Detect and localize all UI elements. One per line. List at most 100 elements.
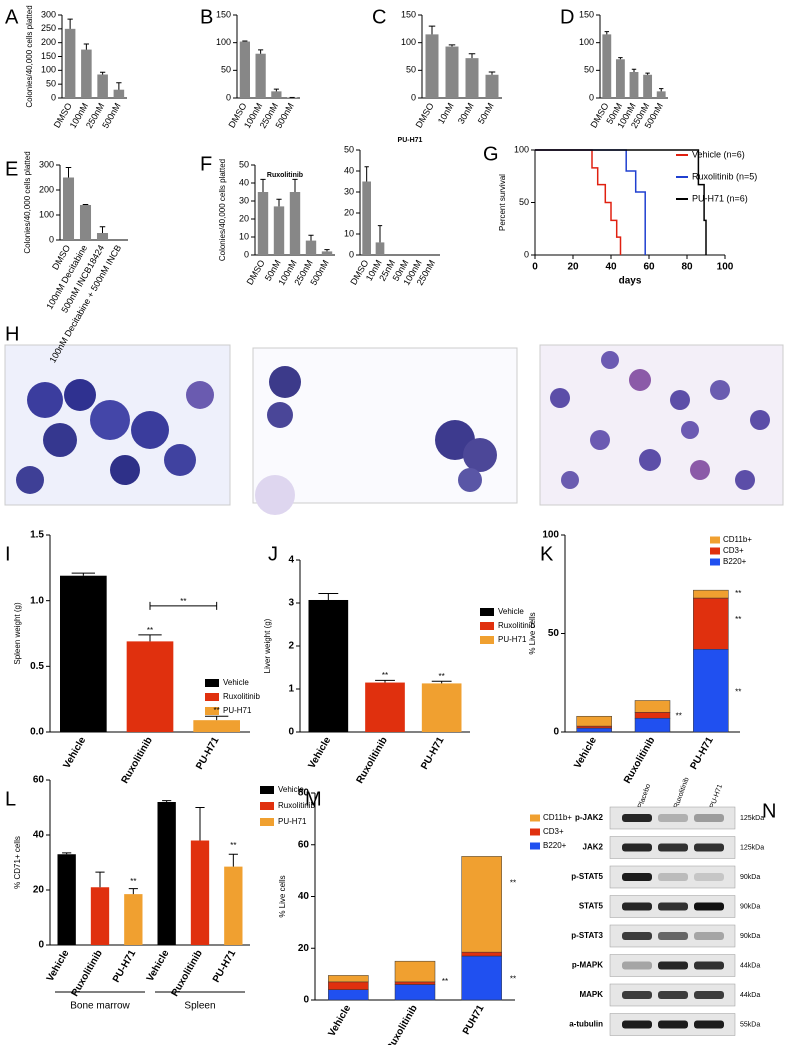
annotation: ** bbox=[180, 597, 186, 606]
x-tick-label: PU-H71 bbox=[419, 735, 447, 772]
y-tick-label: 100 bbox=[579, 37, 594, 47]
y-tick-label: 40 bbox=[33, 830, 45, 841]
x-tick-label: Vehicle bbox=[572, 735, 599, 771]
band bbox=[694, 873, 724, 881]
bar bbox=[273, 206, 285, 255]
error-bar bbox=[95, 871, 105, 888]
annotation: ** bbox=[382, 671, 388, 680]
annotation: ** bbox=[147, 626, 153, 635]
legend-swatch bbox=[530, 814, 540, 822]
y-axis-label: Colonies/40,000 cells platted bbox=[218, 159, 227, 261]
y-tick-label: 10 bbox=[239, 231, 249, 241]
annotation: ** bbox=[439, 672, 445, 681]
y-tick-label: 0 bbox=[51, 92, 56, 102]
error-bar bbox=[82, 204, 89, 205]
subtitle: PU-H71 bbox=[398, 137, 423, 144]
annotation: ** bbox=[676, 711, 682, 720]
legend-label: Vehicle bbox=[278, 785, 304, 794]
panel-letter: B bbox=[200, 6, 213, 28]
error-bar bbox=[242, 40, 248, 42]
y-tick-label: 100 bbox=[41, 65, 56, 75]
bar bbox=[305, 240, 317, 255]
bar-segment bbox=[394, 960, 436, 983]
bar-segment bbox=[328, 975, 369, 983]
y-tick-label: 50 bbox=[46, 79, 56, 89]
bar bbox=[445, 46, 459, 98]
bar bbox=[257, 192, 269, 255]
legend-label: PU-H71 bbox=[278, 817, 307, 826]
legend-swatch bbox=[260, 818, 274, 826]
y-tick-label: 150 bbox=[579, 9, 594, 19]
error-bar bbox=[431, 680, 452, 684]
bar bbox=[365, 682, 405, 732]
error-bar bbox=[162, 800, 172, 802]
bar-segment bbox=[394, 981, 436, 985]
bar-segment bbox=[461, 856, 502, 953]
legend-swatch bbox=[480, 608, 494, 616]
y-tick-label: 150 bbox=[41, 51, 56, 61]
y-tick-label: 0 bbox=[411, 92, 416, 102]
y-tick-label: 0 bbox=[303, 995, 309, 1006]
error-bar bbox=[377, 225, 383, 243]
y-axis-label: % Live cells bbox=[528, 612, 537, 654]
band bbox=[694, 814, 724, 822]
legend-swatch bbox=[480, 636, 494, 644]
row-size: 90kDa bbox=[740, 933, 760, 940]
error-bar bbox=[604, 31, 610, 35]
x-tick-label: DMSO bbox=[245, 258, 267, 286]
error-bar bbox=[631, 68, 637, 72]
y-tick-label: 60 bbox=[33, 775, 45, 786]
band bbox=[658, 961, 688, 970]
x-tick-label: 10nM bbox=[436, 101, 456, 125]
row-size: 44kDa bbox=[740, 992, 760, 999]
x-tick-label: Ruxolitinib bbox=[70, 948, 105, 998]
legend-swatch bbox=[530, 842, 540, 850]
x-tick-label: Ruxolitinib bbox=[170, 948, 205, 998]
bar bbox=[239, 41, 250, 98]
y-tick-label: 100 bbox=[514, 144, 529, 154]
x-tick-label: 100 bbox=[717, 262, 734, 273]
legend-swatch bbox=[710, 536, 720, 544]
bar-segment bbox=[328, 981, 369, 990]
row-label: MAPK bbox=[579, 990, 603, 999]
bar bbox=[193, 720, 240, 732]
y-tick-label: 4 bbox=[288, 555, 294, 566]
y-tick-label: 0 bbox=[244, 249, 249, 259]
legend-label: PU-H71 (n=6) bbox=[692, 193, 748, 203]
bar-segment bbox=[576, 725, 612, 729]
legend-label: Ruxolitinib (n=5) bbox=[692, 171, 757, 181]
panel-letter: C bbox=[372, 6, 386, 28]
error-bar bbox=[488, 71, 496, 75]
y-tick-label: 30 bbox=[239, 195, 249, 205]
x-tick-label: Vehicle bbox=[45, 948, 72, 984]
annotation: ** bbox=[735, 615, 741, 624]
y-tick-label: 50 bbox=[519, 197, 529, 207]
legend-swatch bbox=[480, 622, 494, 630]
error-bar bbox=[260, 178, 266, 192]
y-tick-label: 0 bbox=[38, 940, 44, 951]
bar-segment bbox=[693, 597, 729, 650]
y-axis-label: Colonies/40,000 cells platted bbox=[25, 5, 34, 107]
y-tick-label: 100 bbox=[401, 37, 416, 47]
row-label: p-JAK2 bbox=[575, 813, 604, 822]
bar-segment bbox=[576, 727, 612, 733]
x-tick-label: PU-H71 bbox=[211, 948, 239, 985]
bar bbox=[157, 802, 176, 945]
legend-swatch bbox=[530, 828, 540, 836]
legend-swatch bbox=[710, 547, 720, 555]
y-axis-label: Liver weight (g) bbox=[263, 618, 272, 673]
y-axis-label: % Live cells bbox=[278, 875, 287, 917]
legend-swatch bbox=[260, 786, 274, 794]
x-tick-label: 60 bbox=[643, 262, 655, 273]
legend-label: PU-H71 bbox=[498, 635, 527, 644]
bar bbox=[124, 894, 143, 945]
micrograph bbox=[539, 344, 784, 506]
bar bbox=[96, 233, 109, 240]
band bbox=[694, 932, 724, 940]
panel-letter: E bbox=[5, 158, 18, 180]
y-tick-label: 0.5 bbox=[30, 661, 44, 672]
error-bar bbox=[83, 43, 90, 50]
y-tick-label: 50 bbox=[584, 65, 594, 75]
bar-segment bbox=[693, 589, 729, 599]
bar bbox=[271, 91, 282, 98]
